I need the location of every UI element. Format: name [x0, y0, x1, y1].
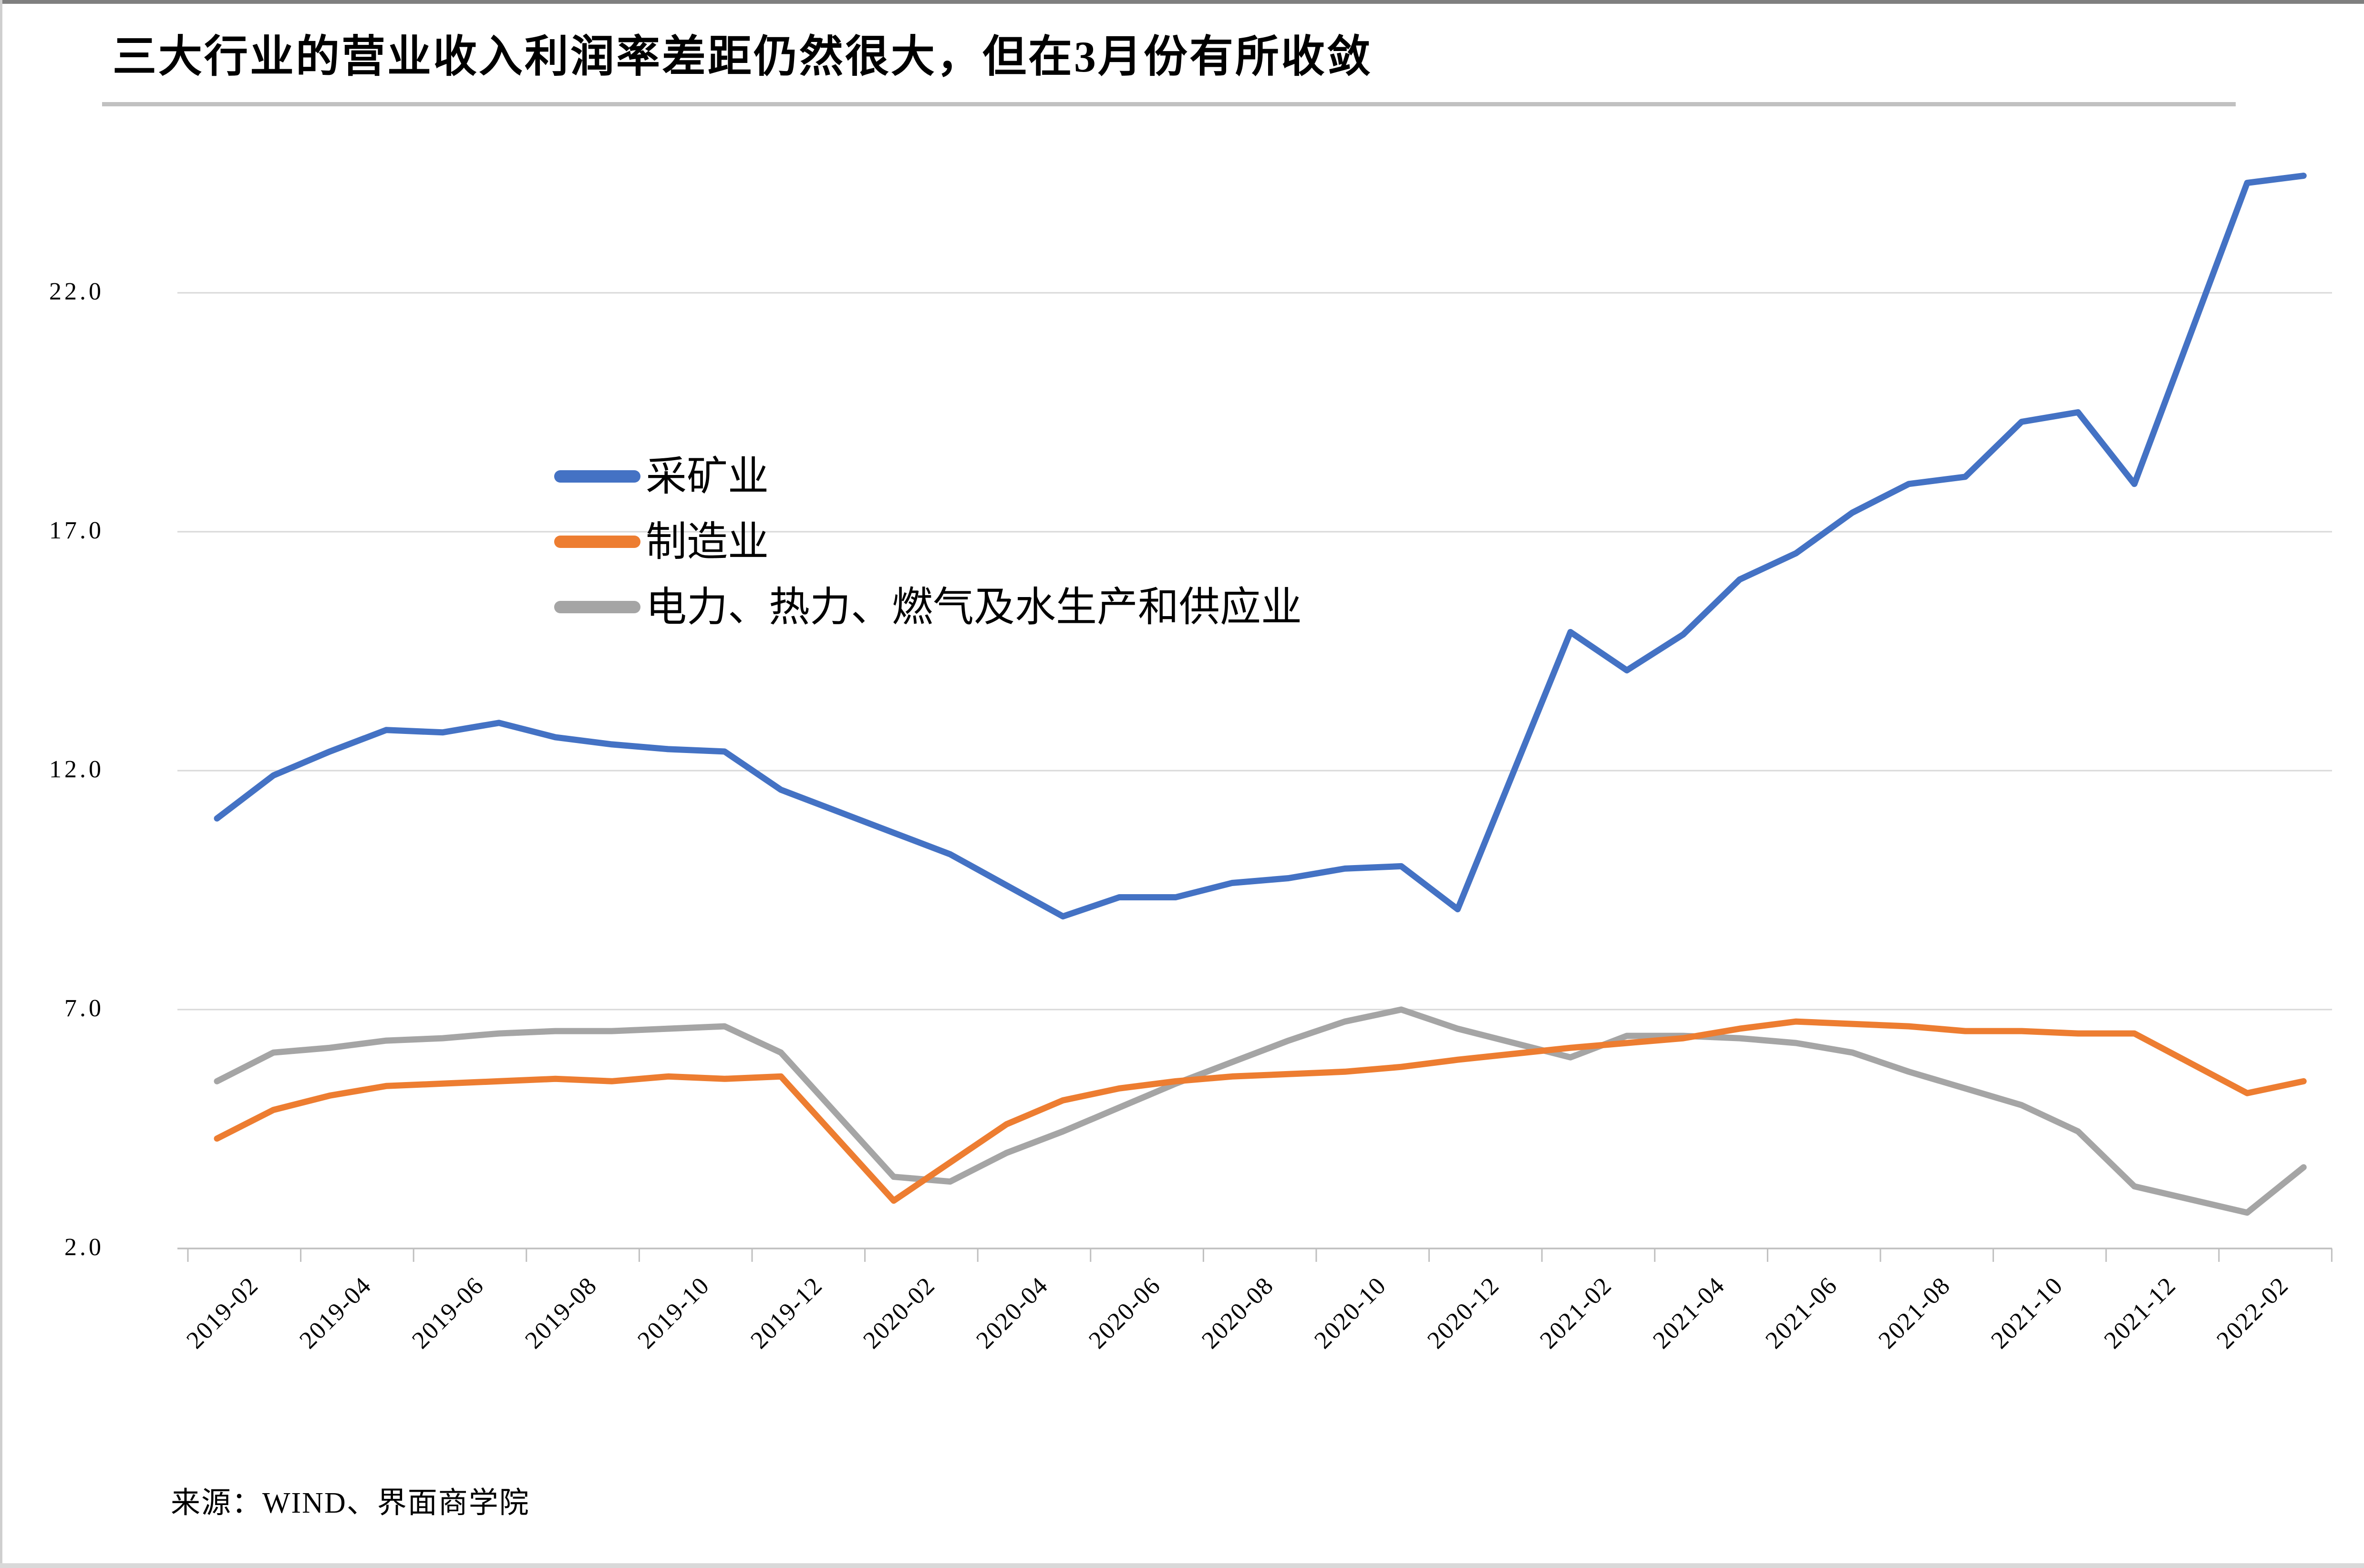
bottom-border	[0, 1563, 2364, 1568]
utilities-series-line	[214, 1006, 2307, 1216]
top-border	[0, 0, 2364, 4]
title-divider	[102, 102, 2236, 106]
source-note: 来源：WIND、界面商学院	[171, 1487, 530, 1519]
legend-label-mining: 采矿业	[646, 454, 769, 499]
y-tick-label-22: 22.0	[49, 278, 104, 305]
y-tick-label-17: 17.0	[49, 517, 104, 544]
chart-title: 三大行业的营业收入利润率差距仍然很大，但在3月份有所收敛	[113, 32, 1373, 81]
y-tick-label-2: 2.0	[64, 1234, 104, 1261]
legend-label-utilities: 电力、热力、燃气及水生产和供应业	[646, 584, 1302, 630]
y-tick-label-7: 7.0	[64, 995, 104, 1022]
mining-line-swatch	[554, 470, 640, 483]
left-border	[0, 0, 2, 1568]
manufacturing-series-line	[214, 1018, 2307, 1204]
y-tick-label-12: 12.0	[49, 756, 104, 783]
legend-label-manufacturing: 制造业	[646, 519, 769, 565]
manufacturing-line-swatch	[554, 536, 640, 548]
utilities-line-swatch	[554, 601, 640, 613]
mining-series-line	[214, 173, 2307, 920]
